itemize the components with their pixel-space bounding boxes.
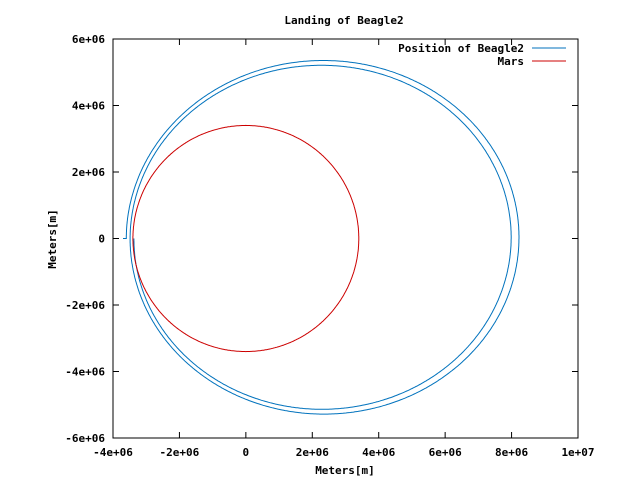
y-tick-label: 4e+06	[72, 100, 105, 113]
x-tick-label: 8e+06	[495, 446, 528, 459]
series-mars-path	[132, 124, 360, 353]
y-tick-labels: -6e+06 -4e+06 -2e+06 0 2e+06 4e+06 6e+06	[65, 33, 105, 445]
axis-ticks	[112, 38, 579, 439]
y-tick-label: -6e+06	[65, 432, 105, 445]
chart-title: Landing of Beagle2	[284, 14, 403, 27]
x-tick-label: -2e+06	[160, 446, 200, 459]
y-tick-label: 2e+06	[72, 166, 105, 179]
y-tick-label: 0	[98, 233, 105, 246]
x-tick-label: 6e+06	[429, 446, 462, 459]
x-tick-label: 4e+06	[362, 446, 395, 459]
series-beagle2-path	[123, 60, 520, 415]
y-tick-label: -2e+06	[65, 299, 105, 312]
plot-frame	[112, 38, 579, 439]
x-tick-label: -4e+06	[93, 446, 133, 459]
x-tick-label: 0	[243, 446, 250, 459]
series-layer	[123, 60, 520, 415]
x-tick-label: 2e+06	[296, 446, 329, 459]
y-tick-label: -4e+06	[65, 366, 105, 379]
x-tick-labels: -4e+06 -2e+06 0 2e+06 4e+06 6e+06 8e+06 1e+07	[93, 446, 594, 459]
legend-label: Position of Beagle2	[398, 42, 524, 55]
legend-label: Mars	[498, 55, 525, 68]
y-tick-label: 6e+06	[72, 33, 105, 46]
x-tick-label: 1e+07	[561, 446, 594, 459]
x-axis-label: Meters[m]	[315, 464, 375, 477]
y-axis-label: Meters[m]	[46, 209, 59, 269]
